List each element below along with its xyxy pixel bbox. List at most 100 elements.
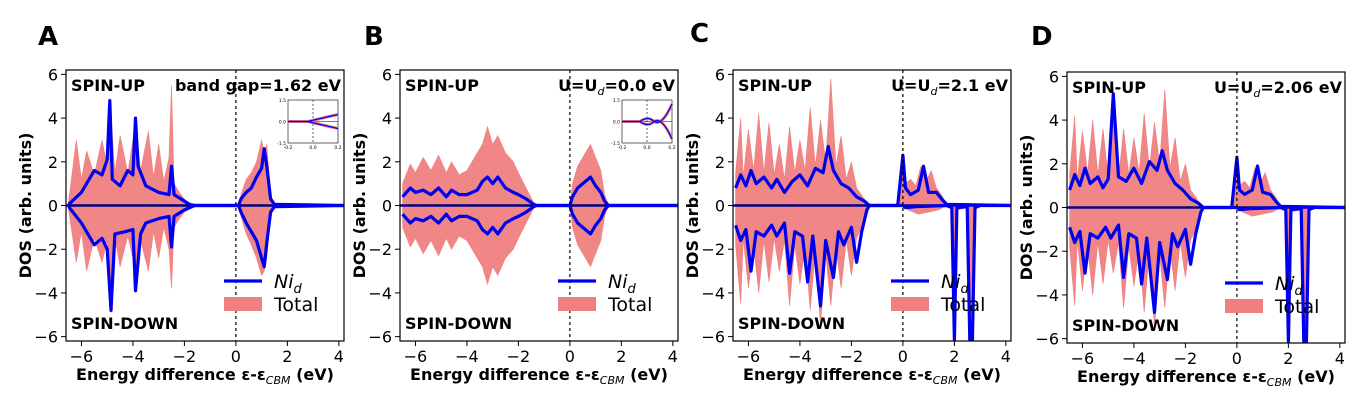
total-dos-spin-down-area [68, 205, 344, 313]
annotation-label: U=Ud=2.06 eV [1214, 78, 1343, 100]
text-part: Ni [608, 271, 628, 293]
text-part: (eV) [958, 365, 1001, 384]
total-dos-spin-down-area [402, 205, 678, 286]
inset-x-tick-label: 0.2 [668, 145, 675, 151]
y-tick-label: −4 [1035, 286, 1059, 305]
y-tick-label: 2 [48, 153, 58, 172]
x-tick-label: −6 [70, 347, 94, 366]
text-part: (eV) [291, 365, 334, 384]
plot-area [66, 85, 344, 313]
y-tick-label: −2 [1035, 242, 1059, 261]
x-tick-label: −6 [404, 347, 428, 366]
x-tick-label: −2 [1174, 349, 1198, 368]
y-tick-label: 6 [382, 65, 392, 84]
legend-nid-label: Nid [608, 271, 637, 297]
x-tick-label: 4 [1001, 347, 1011, 366]
y-tick-label: −4 [368, 284, 392, 303]
inset-nid-curve [288, 120, 339, 130]
x-tick-label: 4 [1335, 349, 1345, 368]
text-part: CBM [266, 374, 291, 387]
legend-total-label: Total [940, 294, 985, 316]
y-tick-label: 0 [1049, 199, 1059, 218]
total-dos-spin-up-area [68, 85, 344, 206]
x-tick-label: −6 [737, 347, 761, 366]
plot-area [1067, 87, 1345, 343]
inset-y-tick-label: 1.5 [279, 98, 286, 104]
annotation-label: band gap=1.62 eV [175, 76, 342, 95]
panel-letter: D [1031, 22, 1053, 52]
y-tick-label: −6 [368, 328, 392, 347]
x-tick-label: −2 [840, 347, 864, 366]
spin-down-label: SPIN-DOWN [1072, 316, 1179, 335]
plot-area [400, 125, 678, 286]
text-part: Energy difference ε-ε [410, 365, 600, 384]
nid-dos-spin-down-line [734, 203, 1011, 341]
y-tick-label: 4 [1049, 111, 1059, 130]
text-part: d [930, 85, 938, 98]
x-tick-label: 4 [668, 347, 678, 366]
nid-dos-spin-up-line [401, 175, 678, 208]
inset-nid-curve [622, 120, 673, 140]
y-tick-label: −2 [368, 240, 392, 259]
spin-down-label: SPIN-DOWN [738, 314, 845, 333]
text-part: d [961, 282, 970, 297]
panel-letter: B [364, 22, 384, 52]
y-tick-label: 0 [48, 197, 58, 216]
x-axis-label: Energy difference ε-εCBM (eV) [410, 365, 668, 387]
x-tick-label: 0 [565, 347, 575, 366]
panel-letter: A [38, 22, 58, 52]
text-part: U=U [891, 76, 930, 95]
text-part: U=U [558, 76, 597, 95]
legend-total-label: Total [607, 294, 652, 316]
text-part: d [628, 282, 637, 297]
legend-total-swatch [558, 297, 596, 311]
text-part: (eV) [625, 365, 668, 384]
inset-plot: -0.2 0.0 0.2 1.5 0.0 -1.5 [277, 98, 341, 151]
y-tick-label: 6 [715, 65, 725, 84]
inset-y-tick-label: 0.0 [279, 120, 286, 126]
x-tick-label: −6 [1071, 349, 1095, 368]
inset-y-tick-label: -1.5 [277, 141, 286, 147]
x-tick-label: −4 [121, 347, 145, 366]
x-tick-label: 2 [1283, 349, 1293, 368]
y-axis-label: DOS (arb. units) [16, 133, 35, 279]
inset-plot: -0.2 0.0 0.2 1.5 0.0 -1.5 [611, 98, 675, 151]
inset-x-tick-label: -0.2 [284, 145, 293, 151]
text-part: Ni [1275, 273, 1295, 295]
y-tick-label: 0 [382, 197, 392, 216]
y-axis-label: DOS (arb. units) [1017, 135, 1036, 281]
y-tick-label: 4 [48, 109, 58, 128]
text-part: CBM [600, 374, 625, 387]
panel-letter: C [690, 19, 709, 49]
inset-y-tick-label: 0.0 [613, 120, 620, 126]
y-tick-label: 6 [48, 65, 58, 84]
y-tick-label: −6 [34, 328, 58, 347]
x-axis-label: Energy difference ε-εCBM (eV) [1077, 367, 1335, 389]
legend-nid-label: Nid [1275, 273, 1304, 299]
x-tick-label: 0 [898, 347, 908, 366]
text-part: d [294, 282, 303, 297]
legend-nid-label: Nid [274, 271, 303, 297]
legend-total-label: Total [273, 294, 318, 316]
x-tick-label: −2 [173, 347, 197, 366]
text-part: band gap=1.62 eV [175, 76, 342, 95]
text-part: =2.1 eV [937, 76, 1008, 95]
text-part: Energy difference ε-ε [743, 365, 933, 384]
y-tick-label: 2 [1049, 155, 1059, 174]
y-axis-label: DOS (arb. units) [350, 133, 369, 279]
y-tick-label: −4 [34, 284, 58, 303]
spin-up-label: SPIN-UP [405, 76, 479, 95]
legend-total-label: Total [1274, 296, 1319, 318]
x-tick-label: 0 [1232, 349, 1242, 368]
legend-total-swatch [224, 297, 262, 311]
y-tick-label: −6 [1035, 330, 1059, 349]
text-part: U=U [1214, 78, 1253, 97]
legend-total-swatch [891, 297, 929, 311]
spin-down-label: SPIN-DOWN [405, 314, 512, 333]
text-part: =2.06 eV [1260, 78, 1342, 97]
annotation-label: U=Ud=0.0 eV [558, 76, 676, 98]
x-tick-label: −4 [1122, 349, 1146, 368]
total-dos-spin-up-area [402, 125, 678, 206]
nid-dos-spin-up-line [734, 144, 1011, 208]
text-part: Ni [274, 271, 294, 293]
